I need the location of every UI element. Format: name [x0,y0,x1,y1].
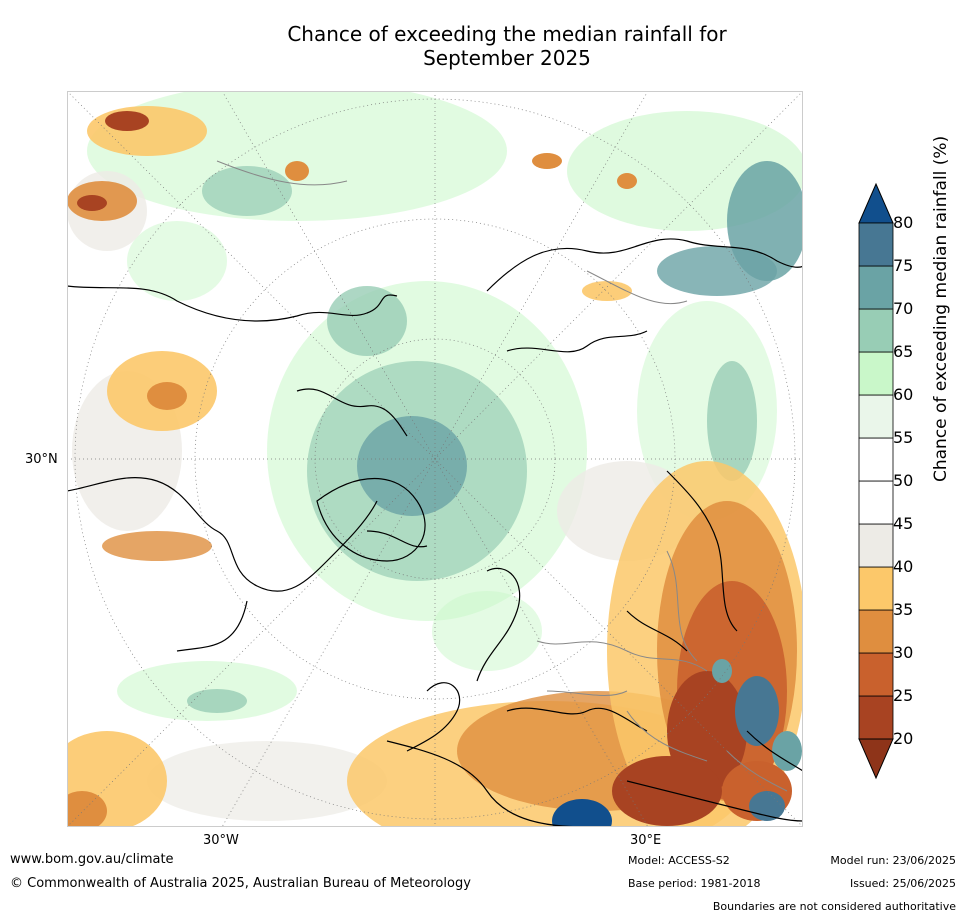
colorbar-bin-25-30 [858,652,894,697]
colorbar-tick-75: 75 [893,256,914,275]
colorbar-tick-35: 35 [893,600,914,619]
above-median-regions [87,91,803,721]
colorbar-bin-55-60 [858,394,894,439]
colorbar-legend [858,182,894,780]
disclaimer: Boundaries are not considered authoritat… [712,900,956,913]
colorbar-tick-65: 65 [893,342,914,361]
lon-label-30e: 30°E [630,833,662,848]
colorbar-tick-70: 70 [893,299,914,318]
colorbar-bin-50-55 [858,437,894,482]
country-boundaries [216,160,788,792]
colorbar-tick-40: 40 [893,557,914,576]
copyright-notice: © Commonwealth of Australia 2025, Austra… [10,876,471,891]
colorbar-under-triangle [858,738,894,780]
map-title: Chance of exceeding the median rainfall … [0,22,965,70]
colorbar-tick-55: 55 [893,428,914,447]
website-link[interactable]: www.bom.gov.au/climate [10,852,174,867]
colorbar-bin-70-75 [858,265,894,310]
base-period-info: Base period: 1981-2018 [628,877,761,890]
title-line-1: Chance of exceeding the median rainfall … [287,22,727,46]
colorbar-bin-20-25 [858,695,894,740]
colorbar-over-triangle [858,182,894,224]
colorbar-tick-50: 50 [893,471,914,490]
model-run-info: Model run: 23/06/2025 [830,854,956,867]
colorbar-bin-40-45 [858,523,894,568]
colorbar-tick-25: 25 [893,686,914,705]
colorbar-bin-75-80 [858,222,894,267]
graticule [67,91,803,827]
colorbar-bins [858,222,894,740]
coastlines [67,238,803,827]
colorbar-bin-30-35 [858,609,894,654]
lat-label-30n: 30°N [25,452,58,467]
title-line-2: September 2025 [423,46,591,70]
map-frame [67,91,803,827]
colorbar-tick-20: 20 [893,729,914,748]
issued-info: Issued: 25/06/2025 [849,877,956,890]
wet-spots [552,659,802,827]
lon-label-30w: 30°W [203,833,239,848]
model-info: Model: ACCESS-S2 [628,854,730,867]
colorbar-tick-45: 45 [893,514,914,533]
colorbar-bin-60-65 [858,351,894,396]
colorbar-title: Chance of exceeding median rainfall (%) [931,135,951,482]
rainfall-probability-map [67,91,803,827]
colorbar-bin-45-50 [858,480,894,525]
colorbar-bin-35-40 [858,566,894,611]
colorbar-bin-65-70 [858,308,894,353]
colorbar-tick-30: 30 [893,643,914,662]
colorbar-tick-60: 60 [893,385,914,404]
colorbar-tick-80: 80 [893,213,914,232]
